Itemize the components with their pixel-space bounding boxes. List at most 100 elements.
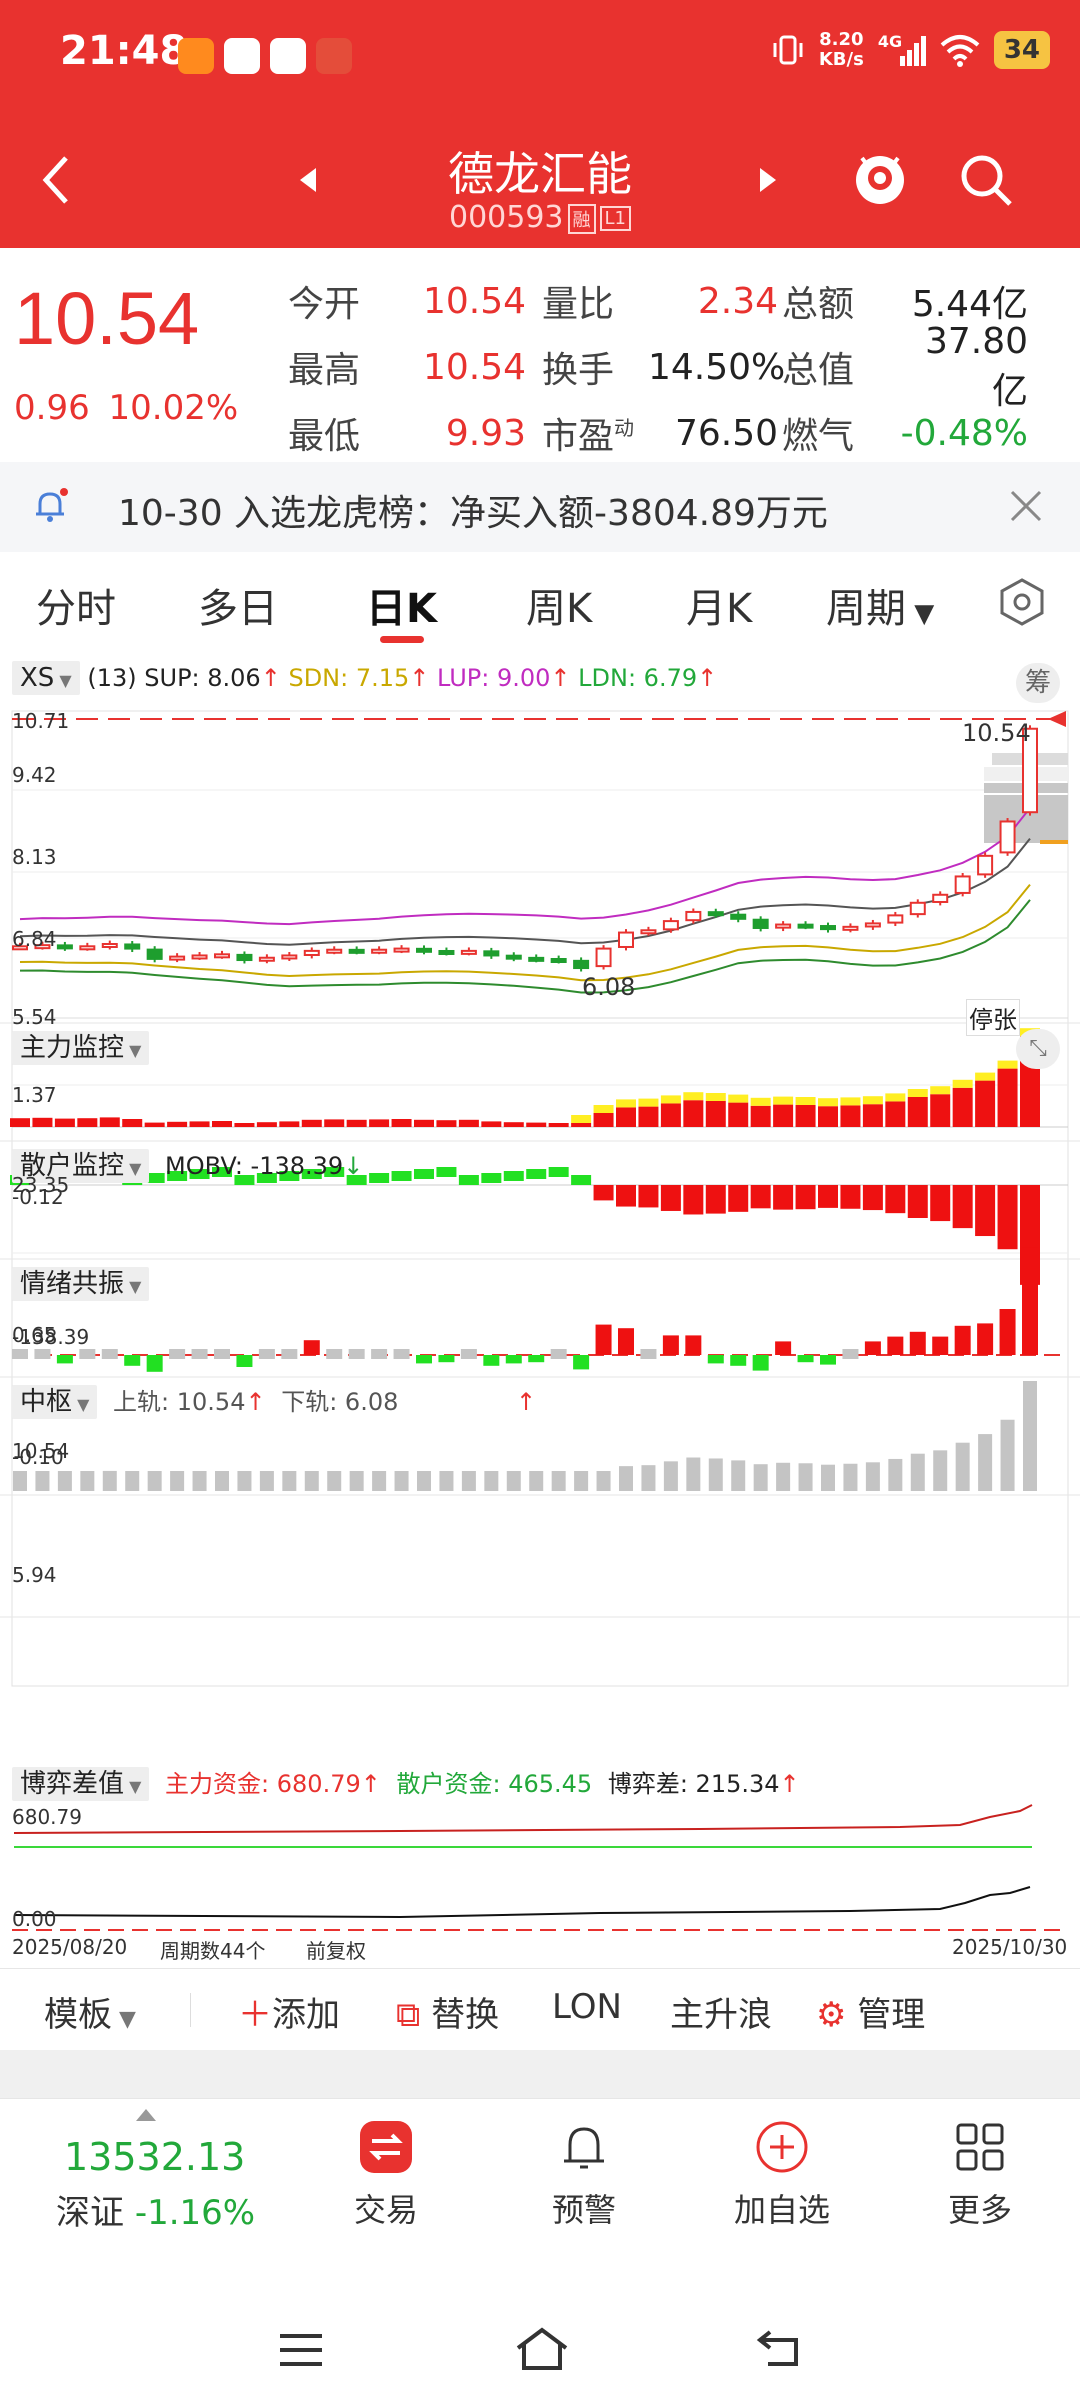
sh-bar xyxy=(840,1185,861,1209)
template-button[interactable]: 模板 ▼ xyxy=(44,1987,136,2036)
replace-button[interactable]: ⧉ 替换 xyxy=(396,1987,499,2036)
sh-bar xyxy=(369,1173,390,1183)
up-arrow-icon: ↑ xyxy=(516,1388,537,1416)
prev-stock-icon[interactable] xyxy=(300,168,316,192)
zlj-bar xyxy=(773,1104,794,1127)
tab-period[interactable]: 周期 ▼ xyxy=(826,576,934,634)
expand-icon[interactable]: ⤡ xyxy=(1016,1029,1060,1069)
sector-change: -0.48% xyxy=(900,412,1028,454)
zs-bar xyxy=(641,1465,656,1491)
nav-alert[interactable]: 预警 xyxy=(514,2119,654,2231)
candle-body xyxy=(146,948,163,960)
sh-bar xyxy=(324,1167,345,1177)
turnover-rate-value: 14.50% xyxy=(648,346,786,388)
qx-bar xyxy=(842,1349,859,1359)
sh-bar xyxy=(750,1185,771,1209)
chip-distribution-button[interactable]: 筹 xyxy=(1016,663,1060,703)
candle-body xyxy=(124,943,141,950)
candle-body xyxy=(932,893,949,903)
nav-trade[interactable]: 交易 xyxy=(316,2119,456,2231)
add-button[interactable]: ＋添加 xyxy=(238,1987,340,2036)
manage-button[interactable]: ⚙ 管理 xyxy=(816,1987,925,2036)
indicator-selector[interactable]: XS ▼ xyxy=(12,661,80,695)
zs-bar xyxy=(192,1471,207,1491)
notice-bar[interactable]: 10-30 入选龙虎榜：净买入额-3804.89万元 xyxy=(0,462,1080,552)
y-tick: 680.79 xyxy=(12,1805,82,1829)
close-icon[interactable] xyxy=(1006,486,1046,526)
candle-body xyxy=(977,854,994,876)
nav-add-watch-label: 加自选 xyxy=(733,2191,830,2229)
candle-body xyxy=(326,948,343,954)
candle-body xyxy=(573,959,590,970)
replace-icon: ⧉ xyxy=(396,1995,432,2035)
kline-chart[interactable]: XS ▼ (13) SUP: 8.06↑ SDN: 7.15↑ LUP: 9.0… xyxy=(0,655,1080,1965)
low-value: 9.93 xyxy=(445,412,526,454)
y-tick: 10.71 xyxy=(12,709,70,733)
section-divider xyxy=(0,2050,1080,2098)
qx-label: 情绪共振 xyxy=(20,1269,125,1299)
zlj-selector[interactable]: 主力监控 ▼ xyxy=(12,1031,150,1065)
candle-body xyxy=(101,943,118,949)
sh-bar xyxy=(571,1175,592,1185)
zlj-bar xyxy=(54,1118,75,1127)
zs-bar xyxy=(147,1471,162,1491)
sh-bar xyxy=(773,1185,794,1210)
zs-selector[interactable]: 中枢 ▼ xyxy=(12,1385,98,1419)
tab-monthly-k[interactable]: 月K xyxy=(686,586,753,632)
zlj-bar xyxy=(503,1122,524,1127)
zlj-bar xyxy=(301,1119,322,1127)
zlj-bar xyxy=(660,1103,681,1127)
qx-selector[interactable]: 情绪共振 ▼ xyxy=(12,1267,150,1301)
sh-bar xyxy=(234,1175,255,1185)
by-selector[interactable]: 博弈差值 ▼ xyxy=(12,1767,150,1801)
back-nav-icon[interactable] xyxy=(756,2326,806,2370)
zlj-bar xyxy=(346,1119,367,1127)
sh-bar xyxy=(167,1171,188,1181)
zlj-bar xyxy=(795,1105,816,1127)
expand-up-icon[interactable] xyxy=(136,2109,156,2121)
zs-bar xyxy=(865,1462,880,1491)
search-icon[interactable] xyxy=(956,150,1016,210)
candle-body xyxy=(56,944,73,950)
next-stock-icon[interactable] xyxy=(760,168,776,192)
nav-add-watch[interactable]: 加自选 xyxy=(712,2119,852,2231)
battery-indicator: 34 xyxy=(993,31,1050,69)
nav-more[interactable]: 更多 xyxy=(910,2119,1050,2231)
qx-bar xyxy=(56,1355,73,1364)
zlj-top-bar xyxy=(616,1099,636,1108)
settings-hex-icon[interactable] xyxy=(996,576,1048,628)
tab-intraday[interactable]: 分时 xyxy=(36,586,116,632)
index-value[interactable]: 13532.13 xyxy=(64,2135,246,2179)
zs-bar xyxy=(439,1471,454,1491)
trade-icon xyxy=(360,2121,412,2173)
qx-bar xyxy=(124,1355,141,1366)
nav-alert-label: 预警 xyxy=(551,2191,616,2229)
candle-body xyxy=(438,949,455,955)
home-icon[interactable] xyxy=(512,2324,572,2374)
tab-multiday[interactable]: 多日 xyxy=(198,586,278,632)
candle-body xyxy=(775,923,792,929)
menu-icon[interactable] xyxy=(276,2330,326,2370)
adjust-mode[interactable]: 前复权 xyxy=(306,1939,366,1963)
tab-weekly-k[interactable]: 周K xyxy=(526,586,593,632)
assistant-robot-icon[interactable] xyxy=(850,148,910,208)
zlj-bar xyxy=(616,1107,636,1127)
index-line[interactable]: 深证 -1.16% xyxy=(56,2185,255,2234)
back-icon[interactable] xyxy=(36,150,76,210)
chevron-down-icon: ▼ xyxy=(906,599,935,629)
candle-body xyxy=(954,875,971,894)
tab-daily-k[interactable]: 日K xyxy=(366,586,437,632)
manage-label: 管理 xyxy=(857,1995,926,2035)
zs-bar xyxy=(529,1471,544,1491)
main-wave-button[interactable]: 主升浪 xyxy=(670,1995,772,2035)
candle-body xyxy=(348,948,365,954)
zlj-top-bar xyxy=(705,1093,726,1101)
y-tick: 5.94 xyxy=(12,1563,57,1587)
sh-selector[interactable]: 散户监控 ▼ xyxy=(12,1149,150,1183)
lon-button[interactable]: LON xyxy=(552,1987,622,2027)
candle-body xyxy=(842,925,859,931)
zs-bar xyxy=(13,1471,27,1491)
sector-label[interactable]: 燃气 xyxy=(782,416,855,457)
zs-bar xyxy=(57,1471,72,1491)
y-tick: 5.54 xyxy=(12,1005,57,1029)
